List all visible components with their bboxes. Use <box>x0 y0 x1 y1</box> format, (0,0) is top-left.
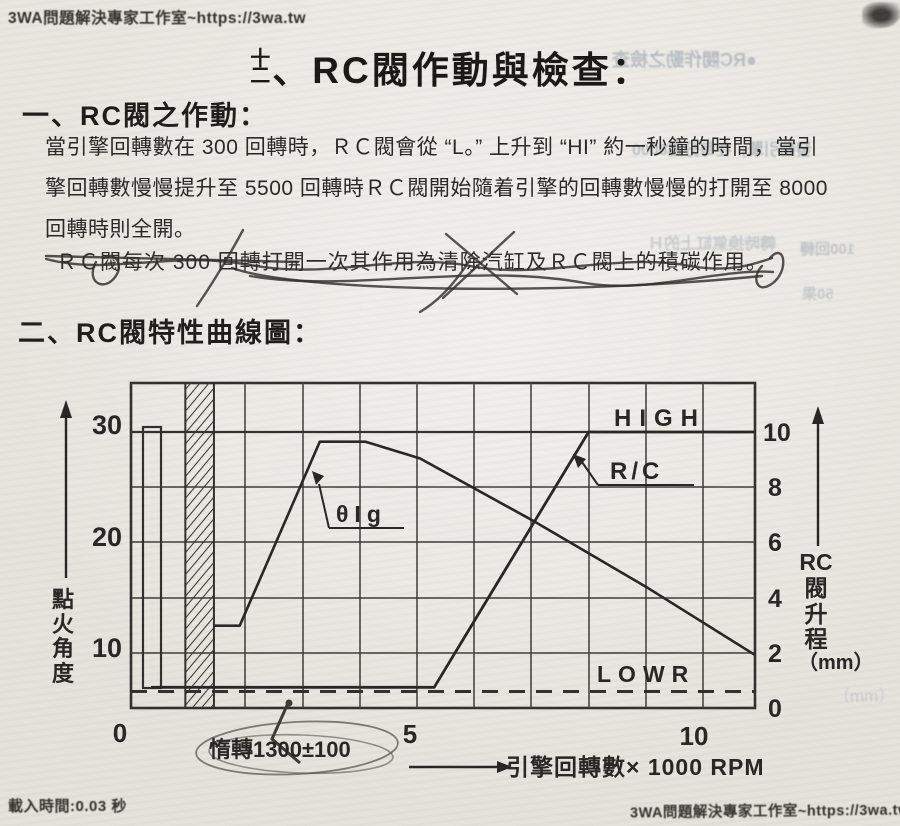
svg-text:4: 4 <box>768 585 782 613</box>
bleedthrough-mm: （mm） <box>833 687 896 706</box>
page-title-text: 、RC閥作動與檢查： <box>272 50 652 91</box>
right-axis-unit: （mm） <box>798 651 874 674</box>
right-axis-title: RC 閥升程 <box>799 549 833 653</box>
theta-leader-arrow <box>312 471 324 485</box>
page-title: 十二、RC閥作動與檢查： <box>0 40 900 94</box>
x-axis-ticks: 0 5 10 <box>113 718 709 751</box>
svg-text:10: 10 <box>763 419 791 447</box>
paragraph-line: 當引擎回轉數在 300 回轉時，ＲＣ閥會從 “L。” 上升到 “HI” 約一秒鐘… <box>45 136 819 159</box>
scan-smudge <box>862 2 900 28</box>
ignition-angle-curve <box>213 440 756 656</box>
right-axis-ticks: 10 8 6 4 2 0 <box>763 419 791 723</box>
svg-text:10: 10 <box>92 633 122 663</box>
high-label: HIGH <box>614 405 706 432</box>
left-axis-arrow <box>60 400 72 578</box>
svg-text:6: 6 <box>768 529 782 557</box>
idle-note-leader <box>270 700 301 765</box>
struck-out-sentence: ＲＣ閥每次 300 回轉打開一次其作用為清除汽缸及ＲＣ閥上的積碳作用。 <box>56 251 768 274</box>
left-axis-ticks: 30 20 10 <box>92 410 122 663</box>
plot-border <box>129 381 757 710</box>
rc-leader-arrow <box>573 454 586 468</box>
svg-text:8: 8 <box>768 474 782 502</box>
section1-heading: 一、RC閥之作動： <box>22 101 268 131</box>
paragraph-line: 擎回轉數慢慢提升至 5500 回轉時ＲＣ閥開始隨着引擎的回轉數慢慢的打開至 80… <box>45 177 828 200</box>
lowr-label: LOWR <box>597 661 695 687</box>
idle-band-hatch <box>185 383 214 708</box>
svg-text:0: 0 <box>113 718 127 748</box>
chart-canvas: 30 20 10 10 8 6 4 2 0 0 5 10 HIGH R/C <box>60 381 874 780</box>
svg-text:2: 2 <box>768 640 782 668</box>
idle-note-text: 惰轉1300±100 <box>209 737 351 762</box>
rc-valve-characteristic-chart: 30 20 10 10 8 6 4 2 0 0 5 10 HIGH R/C <box>0 370 900 800</box>
section2-heading: 二、RC閥特性曲線圖： <box>18 318 322 348</box>
watermark-top-left: 3WA問題解決專家工作室~https://3wa.tw <box>8 10 307 27</box>
bleedthrough-line: 50果 <box>802 286 834 303</box>
svg-text:20: 20 <box>92 522 122 552</box>
idle-note-circle <box>195 720 399 776</box>
svg-text:10: 10 <box>680 721 709 751</box>
svg-text:30: 30 <box>92 410 122 440</box>
theta-ig-label: θIg <box>336 501 387 527</box>
horizontal-gridlines <box>131 486 755 654</box>
x-axis-arrow <box>409 761 512 773</box>
watermark-bottom-right: 3WA問題解決專家工作室~https://3wa.tw <box>629 802 900 822</box>
left-narrow-column <box>141 425 163 690</box>
rc-valve-lift-curve <box>151 430 755 689</box>
paragraph-line: 回轉時則全開。 <box>45 218 196 241</box>
chapter-number: 十二 <box>250 48 271 87</box>
right-axis-arrow <box>812 406 824 546</box>
left-axis-title: 點火角度 <box>51 587 74 686</box>
vertical-gridlines <box>244 383 704 708</box>
rc-label: R/C <box>610 458 663 485</box>
x-axis-caption: 引擎回轉數× 1000 RPM <box>506 754 765 780</box>
idle-note-circle <box>208 733 394 775</box>
svg-text:5: 5 <box>403 719 417 749</box>
load-time-stamp: 載入時間:0.03 秒 <box>8 798 127 815</box>
bleedthrough-line: 100回轉 <box>800 241 856 258</box>
svg-text:0: 0 <box>768 695 782 723</box>
